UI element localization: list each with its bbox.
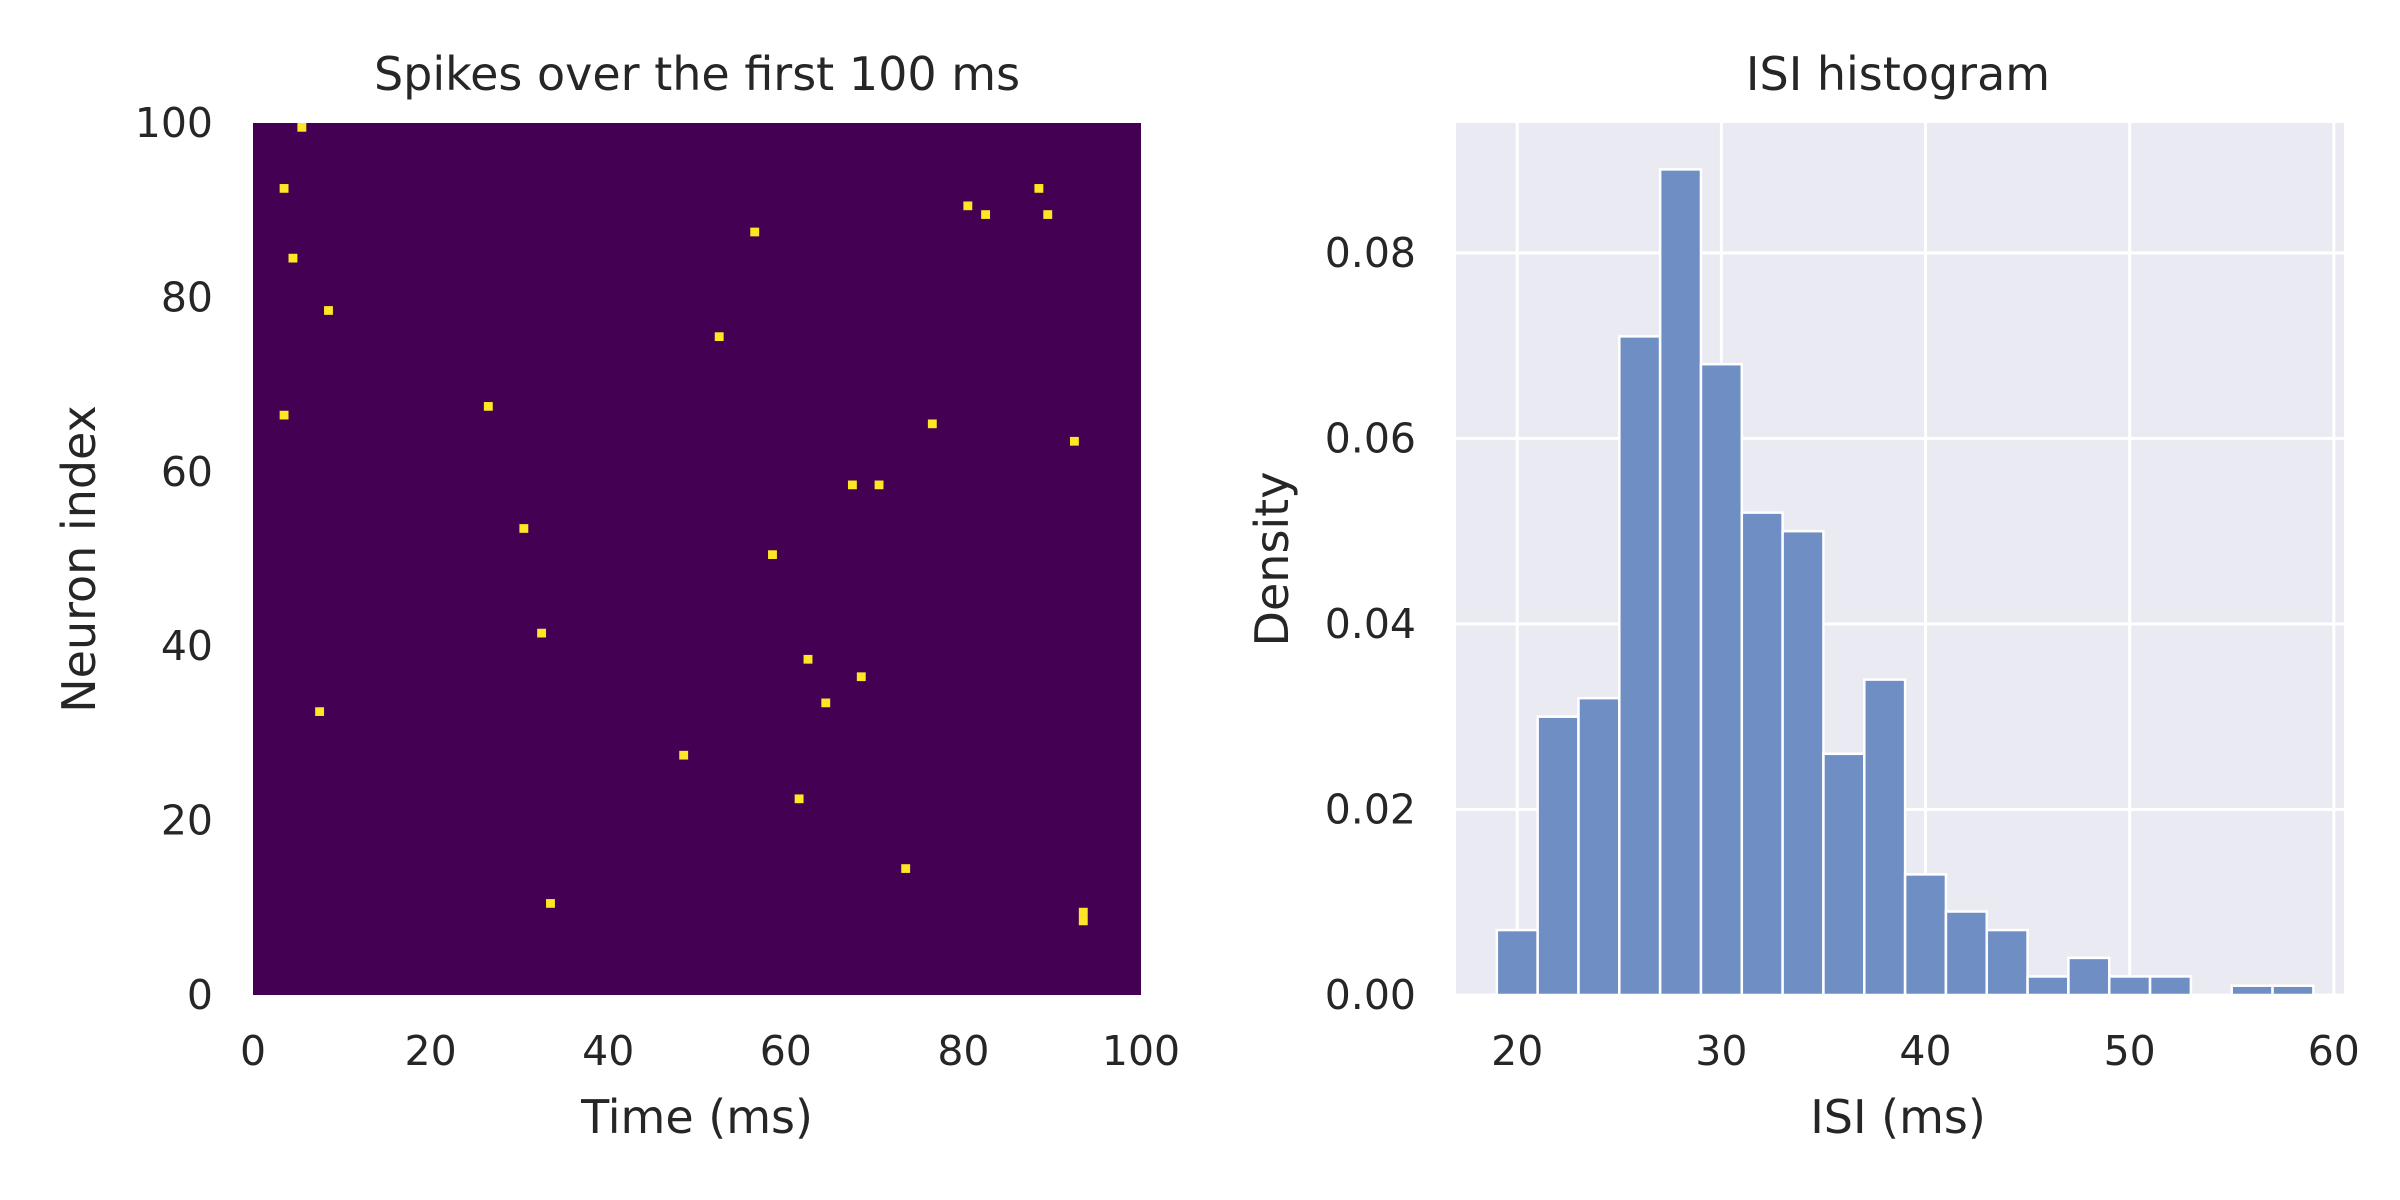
raster-y-tick-label: 100	[135, 99, 213, 147]
spike-mark	[1043, 210, 1053, 219]
spike-mark	[901, 864, 911, 873]
spike-mark	[324, 306, 333, 315]
histogram-y-tick-label: 0.04	[1325, 600, 1416, 648]
histogram-bar	[1536, 715, 1580, 997]
histogram-bar	[2271, 984, 2315, 997]
histogram-y-tick-label: 0.00	[1325, 971, 1416, 1019]
spike-mark	[1078, 907, 1088, 917]
spike-mark	[803, 654, 813, 664]
raster-x-label: Time (ms)	[580, 1090, 813, 1144]
raster-marks	[279, 123, 1088, 926]
raster-y-tick-label: 60	[161, 448, 213, 496]
histogram-x-ticks: 20 30 40 50 60	[1491, 1027, 2360, 1075]
raster-y-ticks: 0 20 40 60 80 100	[135, 99, 213, 1019]
histogram-bar	[2067, 956, 2111, 997]
histogram-bar	[1781, 529, 1825, 997]
histogram-bar	[1577, 696, 1621, 997]
histogram-y-tick-label: 0.02	[1325, 785, 1416, 833]
raster-x-tick-label: 80	[937, 1027, 989, 1075]
raster-x-tick-label: 40	[582, 1027, 634, 1075]
spike-mark	[927, 419, 937, 429]
histogram-x-tick-label: 20	[1491, 1027, 1543, 1075]
raster-y-tick-label: 80	[161, 273, 213, 321]
histogram-bar	[1658, 168, 1703, 997]
raster-x-tick-label: 0	[240, 1027, 266, 1075]
histogram-x-tick-label: 40	[1899, 1027, 1951, 1075]
histogram-bars	[1495, 168, 2315, 997]
histogram-x-tick-label: 50	[2104, 1027, 2156, 1075]
histogram-bar	[1740, 511, 1784, 997]
histogram-bar	[1699, 362, 1744, 997]
spike-mark	[768, 550, 777, 559]
raster-y-tick-label: 20	[161, 797, 213, 845]
raster-panel: Spikes over the first 100 ms 0 20 40 60 80 10…	[52, 47, 1180, 1144]
histogram-title: ISI histogram	[1746, 47, 2050, 101]
histogram-bar	[1618, 335, 1662, 997]
histogram-y-tick-label: 0.08	[1325, 229, 1416, 277]
histogram-bar	[1944, 910, 1989, 997]
histogram-bar	[2230, 984, 2274, 997]
spike-mark	[537, 628, 547, 638]
spike-mark	[847, 480, 857, 490]
spike-mark	[519, 524, 529, 533]
histogram-y-label: Density	[1245, 472, 1299, 647]
spike-mark	[963, 201, 973, 211]
histogram-bar	[2107, 975, 2152, 997]
histogram-bar	[1903, 873, 1948, 997]
raster-title: Spikes over the first 100 ms	[374, 47, 1020, 101]
raster-plot-area	[253, 123, 1141, 995]
raster-x-tick-label: 60	[760, 1027, 812, 1075]
histogram-bar	[1822, 752, 1866, 997]
raster-x-tick-label: 20	[405, 1027, 457, 1075]
raster-x-ticks: 0 20 40 60 80 100	[240, 1027, 1180, 1075]
histogram-x-tick-label: 30	[1695, 1027, 1747, 1075]
spike-mark	[1078, 916, 1088, 926]
spike-mark	[794, 794, 804, 804]
spike-mark	[288, 253, 298, 263]
raster-x-tick-label: 100	[1102, 1027, 1180, 1075]
spike-mark	[483, 402, 493, 411]
raster-y-tick-label: 0	[187, 971, 213, 1019]
spike-mark	[297, 123, 307, 132]
spike-mark	[981, 210, 991, 219]
histogram-bar	[2026, 975, 2070, 997]
spike-mark	[279, 184, 289, 193]
spike-mark	[279, 410, 289, 420]
histogram-y-ticks: 0.00 0.02 0.04 0.06 0.08	[1325, 229, 1416, 1019]
spike-mark	[679, 750, 689, 760]
raster-y-tick-label: 40	[161, 622, 213, 670]
histogram-x-tick-label: 60	[2308, 1027, 2360, 1075]
spike-mark	[315, 707, 325, 716]
histogram-bar	[1495, 928, 1539, 997]
spike-mark	[546, 899, 555, 908]
histogram-bar	[2148, 975, 2193, 997]
spike-mark	[821, 698, 831, 708]
raster-y-label: Neuron index	[52, 405, 106, 713]
histogram-y-tick-label: 0.06	[1325, 414, 1416, 462]
spike-mark	[714, 332, 724, 341]
spike-mark	[750, 227, 760, 237]
histogram-bar	[1985, 928, 2029, 997]
histogram-x-label: ISI (ms)	[1810, 1090, 1986, 1144]
spike-mark	[856, 672, 866, 682]
spike-mark	[1069, 436, 1079, 446]
spike-mark	[874, 480, 884, 490]
spike-mark	[1034, 184, 1044, 193]
histogram-bar	[1863, 678, 1907, 997]
histogram-panel: ISI histogram 20 30 40 50 60 0.000.020.040.0…	[1245, 47, 2360, 1144]
